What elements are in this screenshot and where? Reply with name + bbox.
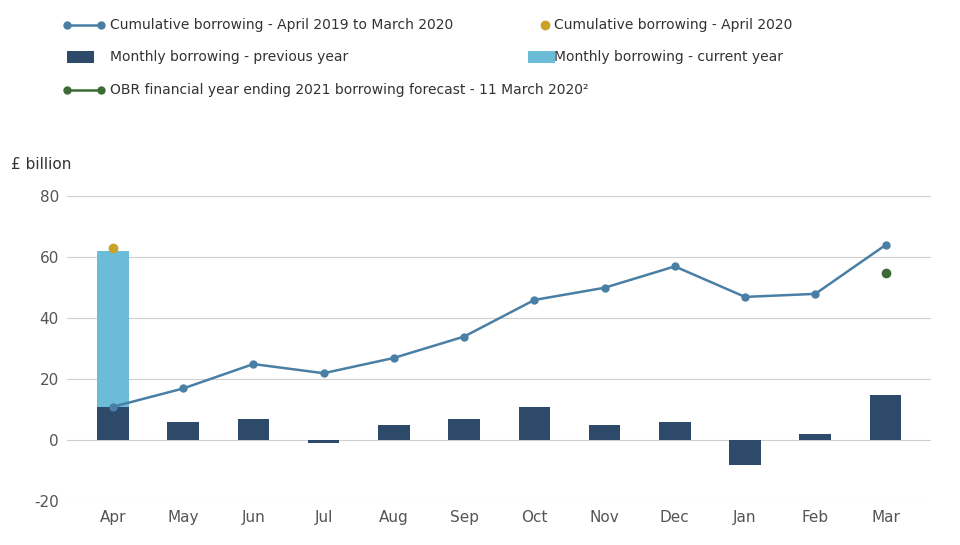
Text: Monthly borrowing - current year: Monthly borrowing - current year: [555, 50, 783, 64]
Bar: [237, 419, 269, 440]
Bar: [800, 434, 831, 440]
Bar: [448, 419, 480, 440]
Bar: [588, 425, 620, 440]
Text: Monthly borrowing - previous year: Monthly borrowing - previous year: [110, 50, 348, 64]
Bar: [97, 407, 129, 440]
Bar: [518, 407, 550, 440]
Text: Cumulative borrowing - April 2020: Cumulative borrowing - April 2020: [555, 17, 793, 32]
Bar: [870, 395, 901, 440]
Text: £ billion: £ billion: [12, 157, 71, 172]
Bar: [167, 422, 199, 440]
Text: Cumulative borrowing - April 2019 to March 2020: Cumulative borrowing - April 2019 to Mar…: [110, 17, 454, 32]
Bar: [308, 440, 340, 444]
Text: OBR financial year ending 2021 borrowing forecast - 11 March 2020²: OBR financial year ending 2021 borrowing…: [110, 83, 588, 97]
Bar: [730, 440, 761, 465]
Bar: [378, 425, 410, 440]
Bar: [97, 251, 129, 440]
Bar: [659, 422, 690, 440]
